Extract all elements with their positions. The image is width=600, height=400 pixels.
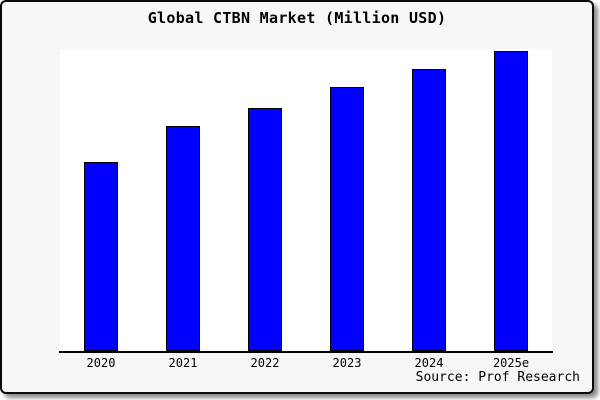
bar-2025e bbox=[494, 51, 528, 351]
x-axis-line bbox=[59, 351, 553, 353]
bar-2023 bbox=[330, 87, 364, 351]
x-tick-label-2024: 2024 bbox=[414, 356, 444, 370]
x-tick-label-2022: 2022 bbox=[250, 356, 280, 370]
chart-frame: Global CTBN Market (Million USD) 2020 202… bbox=[0, 0, 594, 394]
x-tick-label-2020: 2020 bbox=[86, 356, 116, 370]
bar-2021 bbox=[166, 126, 200, 351]
source-credit: Source: Prof Research bbox=[415, 370, 580, 385]
x-tick-label-2025e: 2025e bbox=[492, 356, 530, 370]
bar-2024 bbox=[412, 69, 446, 351]
bar-2022 bbox=[248, 108, 282, 351]
chart-title: Global CTBN Market (Million USD) bbox=[147, 9, 447, 27]
x-tick-label-2023: 2023 bbox=[332, 356, 362, 370]
plot-area bbox=[60, 49, 552, 351]
bar-2020 bbox=[84, 162, 118, 351]
x-tick-label-2021: 2021 bbox=[168, 356, 198, 370]
